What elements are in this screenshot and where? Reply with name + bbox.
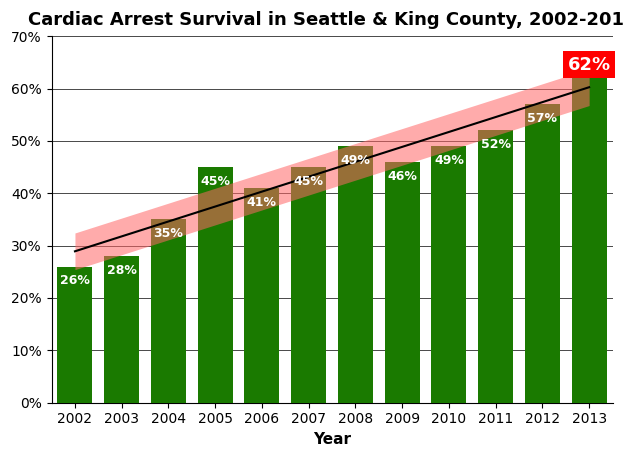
Text: 49%: 49%: [434, 154, 464, 167]
Bar: [384, 162, 420, 403]
Text: 41%: 41%: [247, 196, 277, 209]
Bar: [431, 146, 466, 403]
Text: 35%: 35%: [154, 227, 183, 240]
Text: 45%: 45%: [294, 175, 324, 188]
Bar: [198, 167, 232, 403]
Bar: [525, 104, 560, 403]
Text: 49%: 49%: [341, 154, 371, 167]
Text: 57%: 57%: [528, 112, 558, 125]
Text: 52%: 52%: [481, 138, 511, 151]
Bar: [572, 78, 607, 403]
Bar: [478, 131, 513, 403]
Bar: [291, 167, 326, 403]
Title: Cardiac Arrest Survival in Seattle & King County, 2002-2013: Cardiac Arrest Survival in Seattle & Kin…: [28, 11, 625, 29]
Text: 28%: 28%: [107, 264, 137, 277]
Text: 45%: 45%: [200, 175, 230, 188]
Text: 46%: 46%: [388, 170, 417, 183]
Bar: [104, 256, 139, 403]
Bar: [338, 146, 373, 403]
Bar: [244, 188, 279, 403]
Bar: [151, 219, 186, 403]
Bar: [58, 267, 92, 403]
X-axis label: Year: Year: [313, 432, 351, 447]
Text: 62%: 62%: [568, 56, 611, 74]
Text: 26%: 26%: [60, 274, 90, 287]
